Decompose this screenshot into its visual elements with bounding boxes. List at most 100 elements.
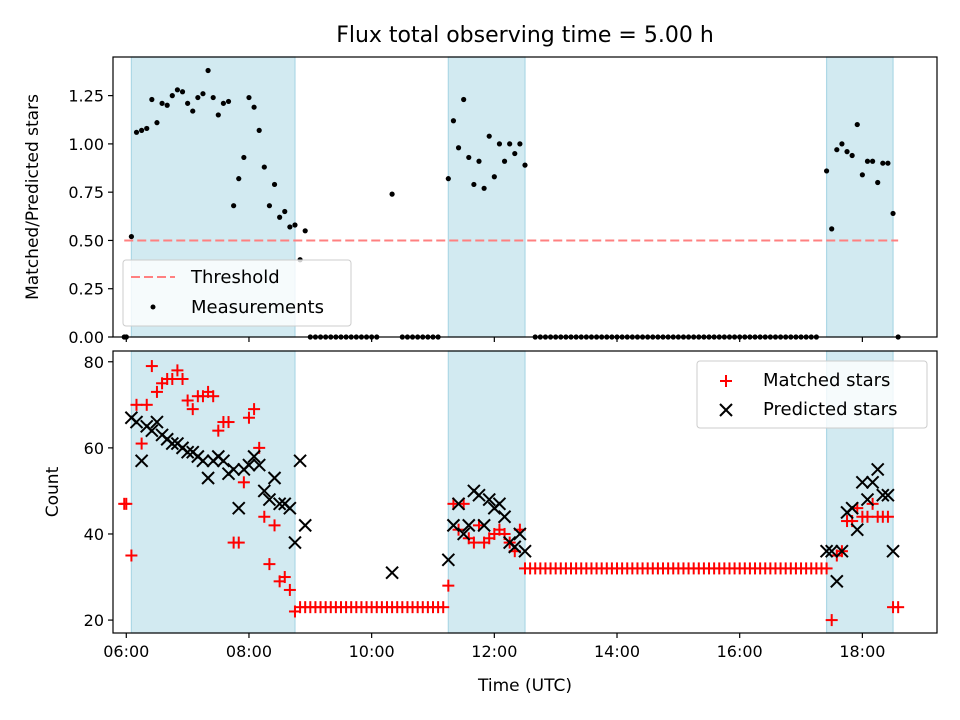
measurement-point — [829, 226, 835, 232]
measurement-point — [159, 100, 165, 106]
predicted-star-marker — [492, 497, 507, 511]
top-panel: 0.00 0.25 0.50 0.75 1.00 1.25 Matched/Predict… — [23, 56, 938, 347]
predicted-star-marker — [850, 522, 864, 537]
matched-star-marker — [125, 549, 138, 562]
predicted-star-marker — [513, 527, 527, 541]
measurement-point — [179, 89, 186, 95]
measurement-point — [512, 150, 518, 157]
matched-star-marker — [222, 416, 235, 429]
matched-star-marker — [232, 536, 245, 549]
measurement-point — [251, 104, 257, 110]
bottom-legend-box — [696, 360, 928, 429]
predicted-star-marker — [819, 544, 834, 558]
legend-measurements-label: Measurements — [191, 297, 324, 318]
measurement-point — [139, 127, 145, 133]
x-tick-label: 16:00 — [717, 642, 763, 661]
predicted-star-marker — [446, 518, 461, 533]
bottom-y-tick-label: 80 — [84, 353, 104, 372]
predicted-star-marker — [876, 488, 890, 502]
predicted-star-marker — [298, 518, 312, 533]
measurement-point — [466, 154, 472, 161]
top-y-tick-label: 1.00 — [68, 135, 104, 154]
measurement-point — [517, 141, 523, 147]
legend-matched-swatch — [720, 375, 732, 387]
measurement-point — [220, 100, 227, 106]
bottom-legend: Matched stars Predicted stars — [696, 360, 928, 429]
matched-star-marker — [268, 519, 281, 532]
top-legend-box — [122, 259, 352, 327]
observing-window — [825, 56, 894, 338]
predicted-star-marker — [518, 544, 532, 558]
predicted-star-marker — [145, 423, 159, 438]
matched-star-marker — [186, 403, 199, 416]
measurement-point — [195, 94, 201, 101]
matched-star-marker — [171, 364, 184, 377]
matched-star-marker — [815, 562, 828, 575]
measurement-point — [450, 118, 457, 124]
bottom-axes-frame — [112, 350, 938, 634]
top-legend: Threshold Measurements — [122, 259, 352, 327]
matched-star-marker — [861, 510, 874, 523]
predicted-star-marker — [232, 501, 246, 515]
top-y-axis-label: Matched/Predicted stars — [23, 94, 43, 300]
predicted-star-marker — [272, 497, 287, 511]
measurement-point — [875, 179, 881, 186]
measurement-point — [839, 141, 845, 147]
predicted-star-marker — [456, 527, 471, 541]
matched-star-marker — [242, 411, 255, 424]
matched-star-marker — [150, 385, 163, 398]
predicted-star-marker — [870, 462, 885, 477]
bottom-y-axis-label: Count — [43, 466, 63, 517]
predicted-star-marker — [824, 544, 839, 558]
measurement-point — [844, 149, 850, 155]
measurement-point — [256, 127, 262, 133]
predicted-star-marker — [129, 415, 144, 429]
predicted-star-marker — [886, 544, 900, 558]
measurement-point — [210, 94, 216, 101]
measurement-point — [169, 93, 175, 99]
matched-star-marker — [181, 394, 194, 407]
measurement-point — [849, 152, 855, 159]
predicted-star-marker — [508, 540, 522, 554]
predicted-star-marker — [134, 454, 149, 468]
measurement-point — [507, 141, 513, 147]
x-tick-label: 10:00 — [349, 642, 395, 661]
measurement-point — [266, 203, 273, 209]
legend-threshold-label: Threshold — [190, 267, 280, 288]
bottom-y-tick-label: 40 — [84, 525, 104, 544]
bottom-y-tick-label: 60 — [84, 439, 104, 458]
predicted-star-marker — [252, 458, 266, 472]
matched-star-marker — [278, 571, 291, 584]
measurement-point — [834, 147, 840, 153]
predicted-star-marker — [180, 445, 195, 459]
legend-predicted-label: Predicted stars — [763, 399, 897, 420]
matched-star-marker — [145, 360, 158, 373]
predicted-star-marker — [267, 471, 282, 485]
bottom-y-tick-label: 20 — [84, 611, 104, 630]
predicted-star-marker — [482, 492, 496, 507]
predicted-star-marker — [477, 518, 491, 533]
measurement-point — [133, 129, 140, 135]
predicted-star-marker — [196, 454, 210, 468]
measurement-point — [154, 120, 160, 126]
measurement-point — [282, 208, 288, 215]
predicted-star-marker — [226, 462, 241, 477]
x-tick-label: 12:00 — [471, 642, 517, 661]
measurement-point — [522, 162, 528, 168]
top-y-tick-label: 0.25 — [68, 280, 104, 299]
matched-star-marker — [120, 497, 133, 510]
legend-predicted-swatch — [719, 403, 733, 417]
measurement-point — [302, 228, 308, 234]
matched-star-marker — [176, 372, 189, 385]
matched-star-marker — [248, 403, 261, 416]
measurement-point — [128, 233, 135, 240]
bottom-panel: 20 40 60 80 06:00 08:00 10:00 12:00 14:00 16:00 1… — [43, 350, 938, 696]
matched-star-marker — [237, 476, 250, 489]
measurement-point — [859, 172, 865, 178]
measurement-point — [287, 224, 293, 230]
predicted-star-marker — [257, 484, 272, 498]
x-tick-label: 08:00 — [226, 642, 272, 661]
measurement-point — [455, 145, 462, 151]
matched-star-marker — [442, 579, 455, 592]
